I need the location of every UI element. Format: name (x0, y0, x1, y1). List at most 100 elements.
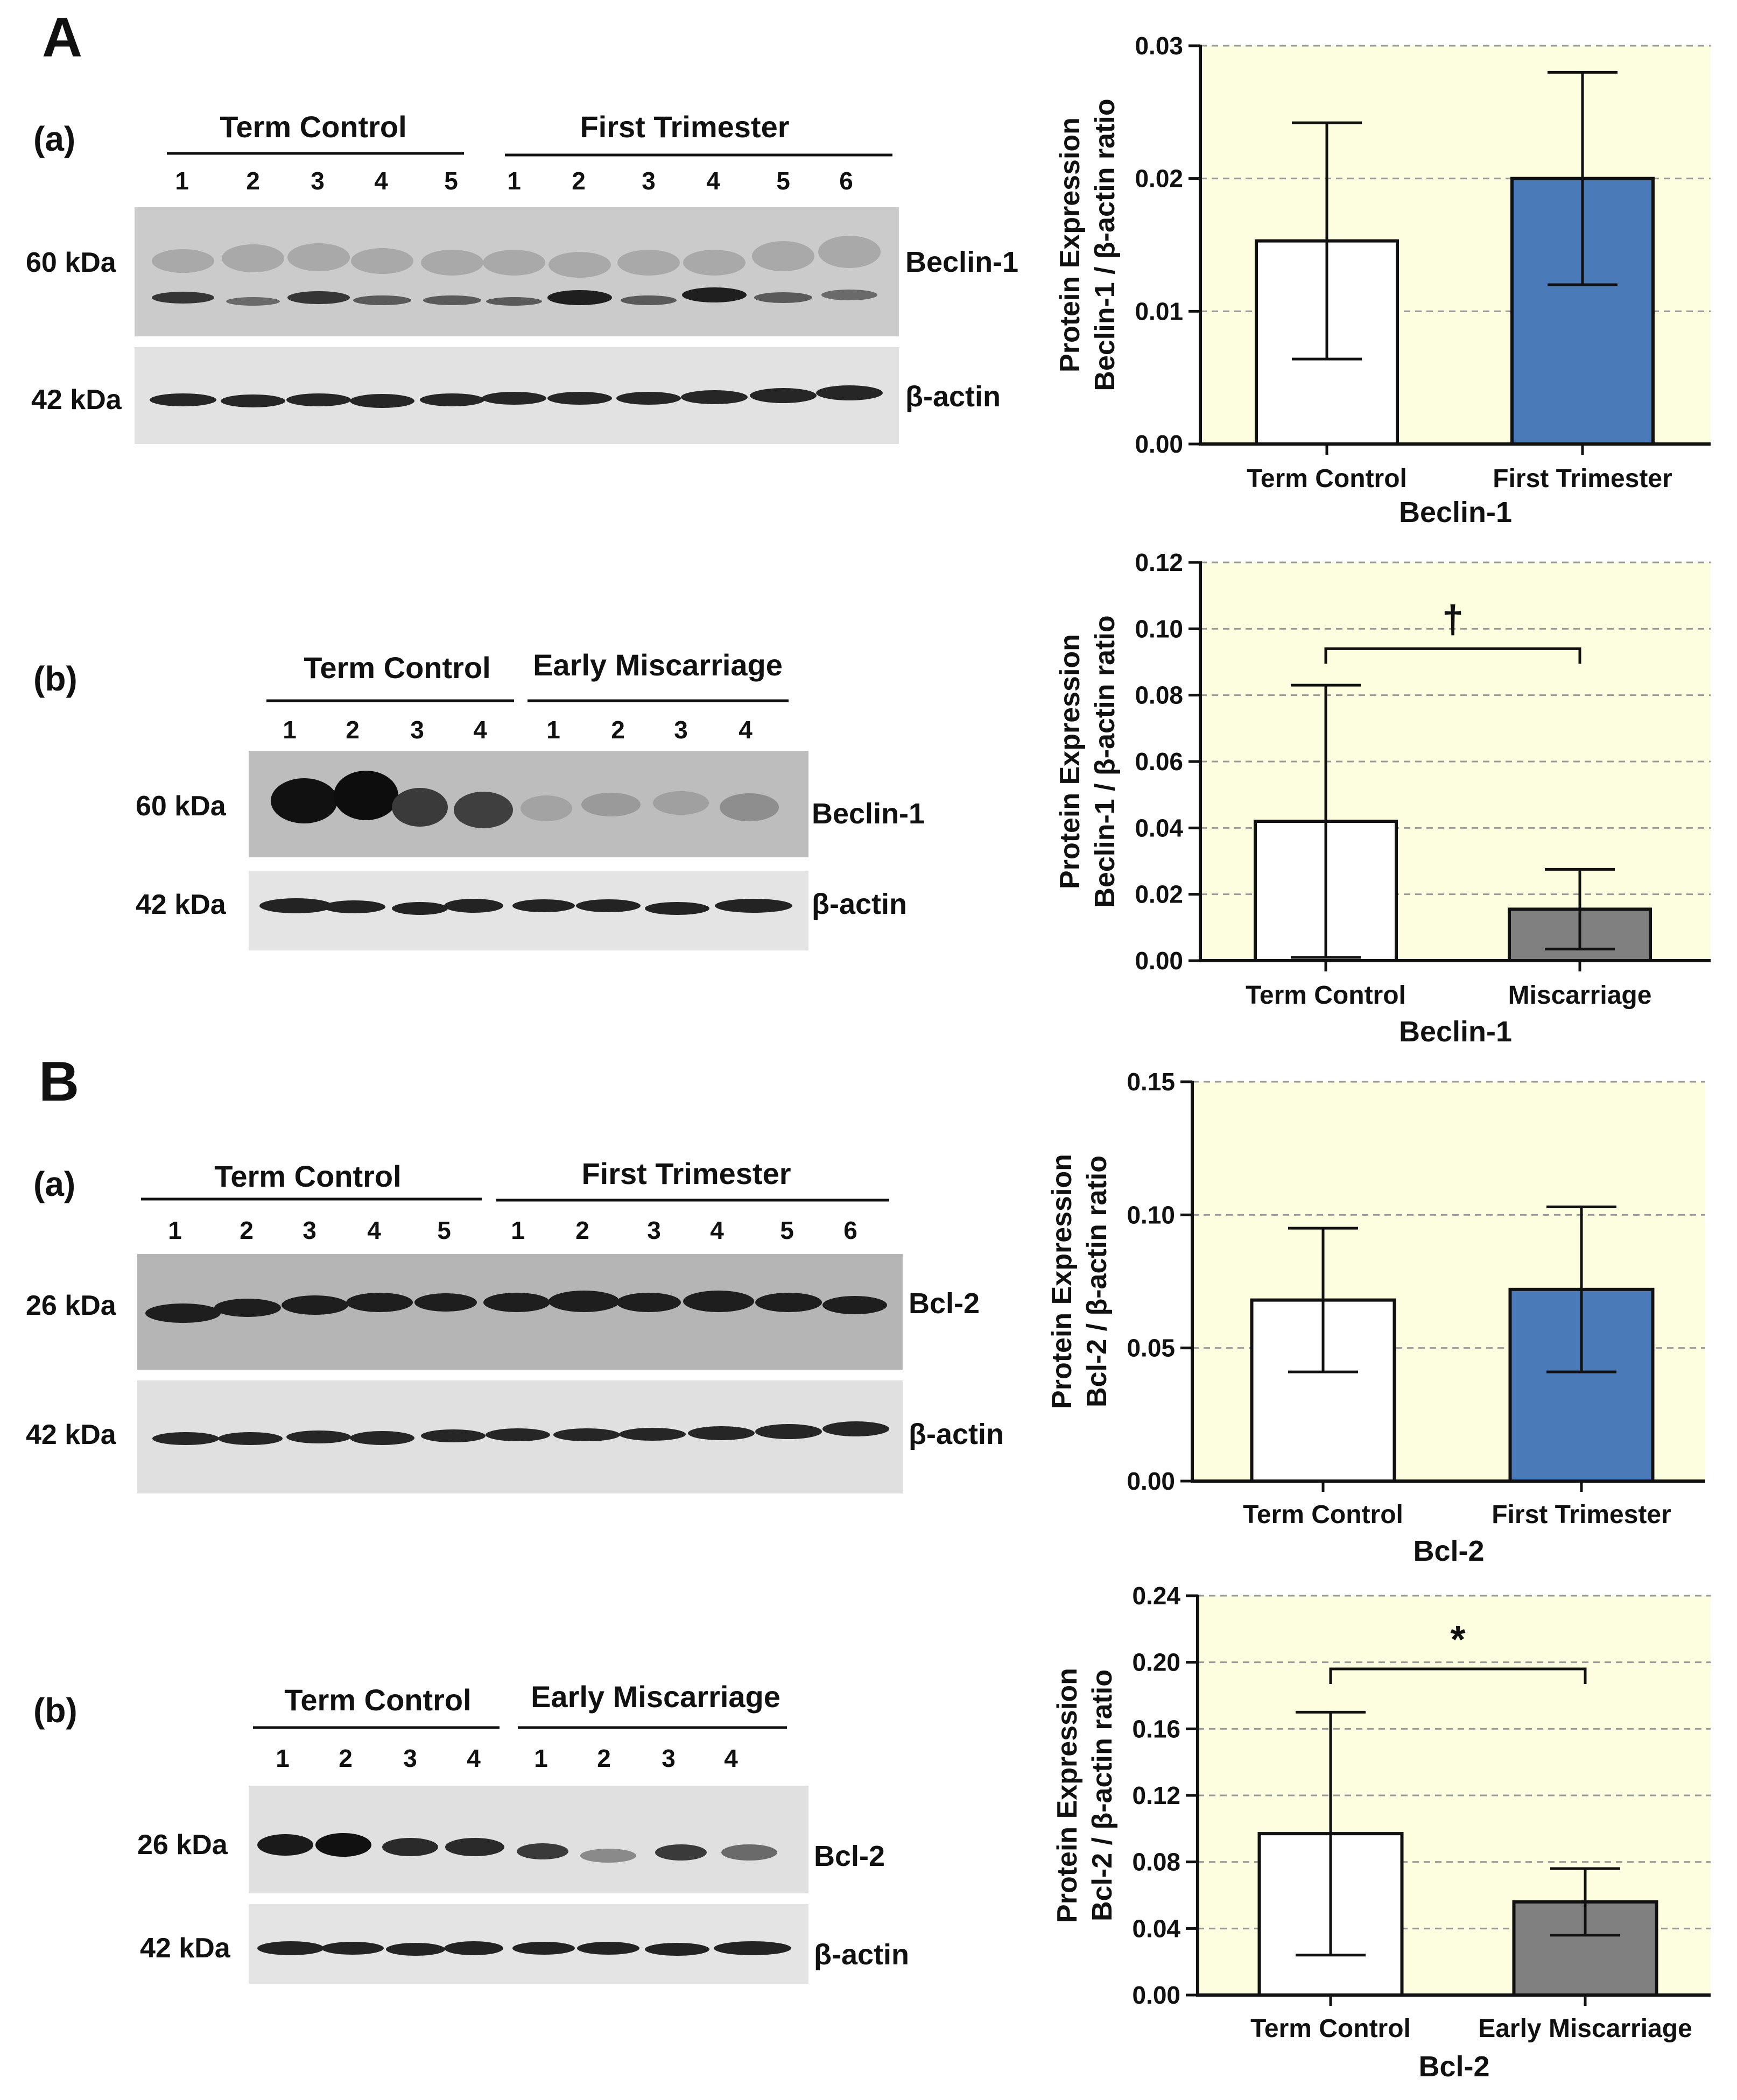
lane-number: 5 (437, 1216, 451, 1244)
group-label-term-control: Term Control (304, 651, 490, 685)
category-label: Early Miscarriage (1478, 2014, 1692, 2043)
blot-b-b: (b) Term Control Early Miscarriage 1 2 3… (33, 1680, 909, 1984)
bcl2-bands (145, 1291, 887, 1323)
section-letter-a: A (42, 6, 82, 69)
blot-sub-label: (b) (33, 659, 78, 698)
y-tick-label: 0.05 (1127, 1334, 1175, 1362)
y-tick-label: 0.04 (1135, 814, 1183, 842)
lane-number: 1 (283, 716, 297, 744)
lane-number: 2 (611, 716, 625, 744)
protein-label: Beclin-1 (905, 246, 1018, 278)
blot-a-a: (a) Term Control First Trimester 1 2 3 4… (26, 110, 1018, 444)
lane-number: 5 (776, 167, 790, 195)
protein-label: Bcl-2 (814, 1840, 885, 1872)
lane-number: 2 (346, 716, 360, 744)
y-tick-label: 0.10 (1127, 1201, 1175, 1229)
beclin-bands (152, 287, 877, 306)
significance-marker: * (1450, 1618, 1465, 1661)
y-tick-label: 0.16 (1132, 1715, 1180, 1743)
y-tick-label: 0.00 (1135, 430, 1183, 458)
bar-chart-b-b: 0.00 0.04 0.08 0.12 0.16 0.20 0.24 Term Control… (1052, 1582, 1711, 2083)
lane-number: 6 (839, 167, 853, 195)
y-tick-label: 0.12 (1135, 548, 1183, 576)
lane-number: 4 (739, 716, 753, 744)
lane-number: 4 (467, 1744, 481, 1772)
lane-number: 6 (843, 1216, 857, 1244)
category-label: Term Control (1243, 1500, 1403, 1529)
category-label: Miscarriage (1508, 981, 1652, 1010)
kda-label: 42 kDa (31, 384, 122, 415)
category-label: Term Control (1250, 2014, 1411, 2043)
lane-number: 2 (597, 1744, 611, 1772)
y-tick-label: 0.24 (1132, 1582, 1180, 1610)
diffuse-bands (152, 236, 881, 278)
kda-label: 60 kDa (136, 791, 227, 822)
lane-number: 5 (444, 167, 458, 195)
lane-number: 4 (710, 1216, 724, 1244)
lane-number: 2 (575, 1216, 589, 1244)
lane-number: 2 (240, 1216, 254, 1244)
y-tick-label: 0.02 (1135, 165, 1183, 193)
group-label-term-control: Term Control (284, 1683, 471, 1717)
category-label: First Trimester (1493, 464, 1672, 493)
bar-chart-a-b: 0.00 0.02 0.04 0.06 0.08 0.10 0.12 Term Control… (1054, 548, 1711, 1048)
lane-number: 1 (168, 1216, 182, 1244)
y-tick-label: 0.03 (1135, 32, 1183, 60)
lane-number: 1 (511, 1216, 525, 1244)
lane-number: 3 (303, 1216, 317, 1244)
group-label-early-miscarriage: Early Miscarriage (533, 648, 783, 682)
significance-marker: † (1442, 598, 1464, 641)
significance-bracket (1329, 1667, 1587, 1685)
lane-number: 3 (410, 716, 424, 744)
category-label: Term Control (1246, 981, 1406, 1010)
y-axis-title-line1: Protein Expression (1054, 634, 1086, 889)
y-tick-label: 0.04 (1132, 1914, 1180, 1942)
bar-chart-a-a: 0.00 0.01 0.02 0.03 Term Control First Trimes… (1054, 32, 1711, 528)
kda-label: 42 kDa (26, 1419, 117, 1450)
lane-number: 1 (175, 167, 189, 195)
x-axis-title: Beclin-1 (1399, 496, 1512, 528)
blot-sub-label: (a) (33, 1165, 75, 1203)
lane-number: 4 (706, 167, 720, 195)
y-tick-label: 0.00 (1127, 1467, 1175, 1495)
blot-a-b: (b) Term Control Early Miscarriage 1 2 3… (33, 648, 925, 950)
category-label: First Trimester (1492, 1500, 1671, 1529)
kda-label: 42 kDa (140, 1933, 231, 1964)
actin-bands (150, 385, 883, 408)
beclin-bands (271, 771, 779, 828)
lane-number: 3 (674, 716, 688, 744)
kda-label: 60 kDa (26, 247, 117, 278)
y-tick-label: 0.08 (1132, 1848, 1180, 1876)
lane-number: 3 (311, 167, 325, 195)
actin-bands (257, 1941, 791, 1956)
x-axis-title: Bcl-2 (1413, 1535, 1484, 1567)
kda-label: 42 kDa (136, 889, 227, 920)
lane-number: 5 (780, 1216, 794, 1244)
lane-number: 4 (367, 1216, 381, 1244)
y-tick-label: 0.06 (1135, 748, 1183, 776)
y-tick-label: 0.08 (1135, 681, 1183, 709)
bcl2-bands (257, 1833, 777, 1863)
lane-number: 3 (642, 167, 656, 195)
lane-number: 1 (507, 167, 521, 195)
protein-label: β-actin (812, 888, 907, 920)
y-tick-label: 0.00 (1135, 947, 1183, 975)
y-axis-title-line2: Beclin-1 / β-actin ratio (1089, 98, 1121, 391)
group-label-first-trimester: First Trimester (581, 1157, 791, 1190)
lane-number: 2 (572, 167, 586, 195)
kda-label: 26 kDa (137, 1829, 228, 1861)
lane-number: 2 (246, 167, 260, 195)
lane-number: 1 (546, 716, 560, 744)
section-letter-b: B (39, 1051, 79, 1113)
bar-chart-b-a: 0.00 0.05 0.10 0.15 Term Control First Trimes… (1046, 1068, 1705, 1567)
group-label-term-control: Term Control (214, 1159, 401, 1193)
x-axis-title: Bcl-2 (1418, 2050, 1489, 2083)
protein-label: Bcl-2 (909, 1287, 980, 1320)
y-axis-title-line2: Bcl-2 / β-actin ratio (1081, 1155, 1113, 1407)
y-axis-title-line2: Bcl-2 / β-actin ratio (1087, 1669, 1118, 1921)
lane-number: 1 (534, 1744, 548, 1772)
y-tick-label: 0.15 (1127, 1068, 1175, 1096)
actin-bands (259, 898, 792, 915)
y-axis-title-line1: Protein Expression (1054, 117, 1086, 372)
